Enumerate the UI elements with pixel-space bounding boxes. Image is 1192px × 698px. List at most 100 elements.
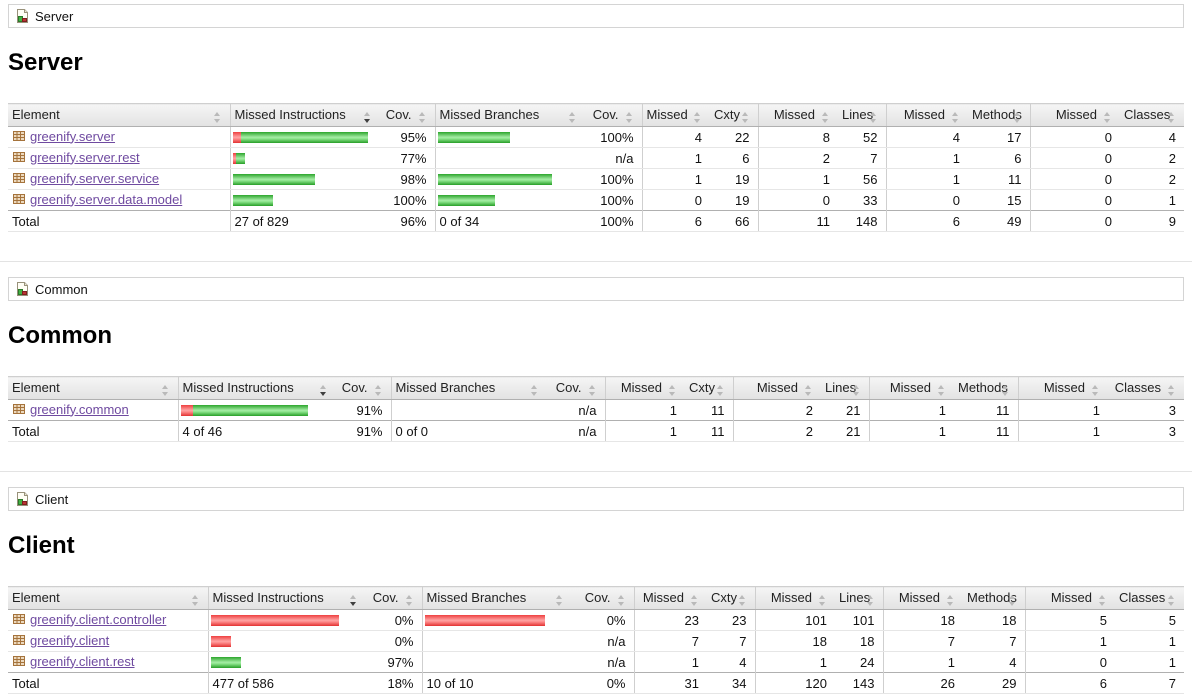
page-title: Client <box>8 532 75 559</box>
column-header-element[interactable]: Element <box>8 103 230 127</box>
missed-classes-cell: 5 <box>1024 609 1115 631</box>
column-header-cov-[interactable]: Cov. <box>380 103 435 127</box>
missed-lines-cell: 1 <box>757 168 838 190</box>
covered-bar-segment <box>235 152 245 164</box>
column-header-label: Cov. <box>341 380 368 395</box>
breadcrumb: Client <box>8 487 1184 511</box>
column-header-methods[interactable]: Methods <box>968 103 1030 127</box>
instructions-coverage-cell: 97% <box>387 654 414 670</box>
instructions-bar-cell <box>207 630 366 652</box>
column-header-missed[interactable]: Missed <box>1029 103 1120 127</box>
methods-cell: 11 <box>954 420 1018 442</box>
column-header-label: Cxty <box>714 107 740 122</box>
column-header-cov-[interactable]: Cov. <box>366 586 422 610</box>
column-header-cov-[interactable]: Cov. <box>336 376 391 400</box>
column-header-missed-branches[interactable]: Missed Branches <box>434 103 585 127</box>
lines-cell: 56 <box>838 168 886 190</box>
report-group-icon <box>14 8 30 24</box>
column-header-classes[interactable]: Classes <box>1120 103 1184 127</box>
sort-icon <box>374 385 383 396</box>
sort-icon <box>804 385 813 396</box>
column-header-label: Missed <box>889 380 931 395</box>
column-header-label: Cov. <box>372 590 399 605</box>
column-header-missed-instructions[interactable]: Missed Instructions <box>207 586 366 610</box>
covered-bar-segment <box>437 173 552 185</box>
column-header-methods[interactable]: Methods <box>954 376 1018 400</box>
column-header-lines[interactable]: Lines <box>821 376 869 400</box>
column-header-cov-[interactable]: Cov. <box>547 376 605 400</box>
lines-cell: 101 <box>835 609 883 631</box>
table-footer: Total 27 of 829 96% 0 of 34 100% 6 66 11 148 6 49 0… <box>8 210 1184 232</box>
methods-cell: 17 <box>968 126 1030 148</box>
column-header-cxty[interactable]: Cxty <box>710 103 758 127</box>
methods-cell: 11 <box>968 168 1030 190</box>
page-title: Common <box>8 322 112 349</box>
classes-cell: 1 <box>1168 192 1176 208</box>
column-header-missed[interactable]: Missed <box>641 103 710 127</box>
column-header-lines[interactable]: Lines <box>835 586 883 610</box>
instructions-coverage-cell: 95% <box>380 126 435 148</box>
column-header-missed[interactable]: Missed <box>882 586 963 610</box>
instructions-coverage-cell: 96% <box>380 210 435 232</box>
column-header-cov-[interactable]: Cov. <box>572 586 634 610</box>
package-link[interactable]: greenify.server.data.model <box>30 191 183 207</box>
instructions-coverage-cell: 91% <box>336 420 391 442</box>
package-link[interactable]: greenify.server <box>30 128 116 144</box>
sort-icon <box>951 112 960 123</box>
column-header-missed[interactable]: Missed <box>1017 376 1108 400</box>
column-header-label: Missed <box>756 380 798 395</box>
column-header-cov-[interactable]: Cov. <box>585 103 642 127</box>
cxty-cell: 6 <box>710 147 758 169</box>
column-header-missed[interactable]: Missed <box>604 376 685 400</box>
missed-classes-cell: 0 <box>1029 126 1120 148</box>
instructions-bar-cell <box>229 126 380 148</box>
package-icon <box>12 129 26 146</box>
column-header-classes[interactable]: Classes <box>1108 376 1184 400</box>
column-header-missed[interactable]: Missed <box>754 586 835 610</box>
package-link[interactable]: greenify.server.service <box>30 170 160 186</box>
missed-lines-cell: 2 <box>757 147 838 169</box>
report-group-icon <box>14 491 30 507</box>
instructions-bar-cell <box>229 168 380 190</box>
package-icon <box>12 150 26 167</box>
branches-bar-cell <box>434 147 585 169</box>
column-header-missed[interactable]: Missed <box>633 586 707 610</box>
branches-bar-cell <box>421 609 572 631</box>
package-link[interactable]: greenify.client.controller <box>30 611 167 627</box>
column-header-missed-instructions[interactable]: Missed Instructions <box>177 376 336 400</box>
column-header-element[interactable]: Element <box>8 586 208 610</box>
missed-methods-cell: 7 <box>882 630 963 652</box>
column-header-methods[interactable]: Methods <box>963 586 1025 610</box>
package-link[interactable]: greenify.common <box>30 401 129 417</box>
branches-coverage-cell: 0% <box>572 672 634 694</box>
missed-methods-cell: 1 <box>885 147 968 169</box>
lines-cell: 21 <box>846 402 861 418</box>
column-header-lines[interactable]: Lines <box>838 103 886 127</box>
column-header-cxty[interactable]: Cxty <box>685 376 733 400</box>
page-title: Server <box>8 49 83 76</box>
column-header-missed[interactable]: Missed <box>1024 586 1115 610</box>
column-header-element[interactable]: Element <box>8 376 178 400</box>
sort-icon <box>625 112 634 123</box>
package-link[interactable]: greenify.client <box>30 632 110 648</box>
column-header-missed-branches[interactable]: Missed Branches <box>421 586 572 610</box>
missed-lines-cell: 0 <box>757 189 838 211</box>
column-header-missed-instructions[interactable]: Missed Instructions <box>229 103 380 127</box>
missed-cxty-cell: 4 <box>641 126 710 148</box>
column-header-missed[interactable]: Missed <box>868 376 954 400</box>
column-header-label: Missed <box>903 107 945 122</box>
package-link[interactable]: greenify.server.rest <box>30 149 140 165</box>
element-cell: greenify.client.rest <box>8 652 208 673</box>
sort-icon <box>818 595 827 606</box>
column-header-missed-branches[interactable]: Missed Branches <box>390 376 547 400</box>
package-link[interactable]: greenify.client.rest <box>30 653 135 669</box>
table-row: greenify.server.rest 77% n/a 1 6 2 7 1 6 0 2 <box>8 147 1184 169</box>
column-header-cxty[interactable]: Cxty <box>707 586 755 610</box>
column-header-missed[interactable]: Missed <box>757 103 838 127</box>
column-header-classes[interactable]: Classes <box>1115 586 1184 610</box>
sort-icon <box>738 595 747 606</box>
client-section: Client Client Element Missed Instructions… <box>8 487 1184 694</box>
column-header-missed[interactable]: Missed <box>732 376 821 400</box>
table-row: greenify.server 95% 100% 4 22 8 52 4 17 0 4 <box>8 126 1184 148</box>
column-header-missed[interactable]: Missed <box>885 103 968 127</box>
